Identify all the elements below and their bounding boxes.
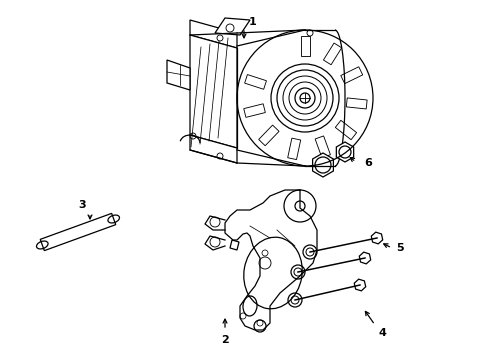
Text: 2: 2 (221, 335, 228, 345)
Text: 5: 5 (395, 243, 403, 253)
Polygon shape (190, 135, 237, 163)
Polygon shape (359, 252, 370, 264)
Polygon shape (312, 153, 333, 177)
Text: 6: 6 (364, 158, 371, 168)
Polygon shape (229, 240, 239, 250)
Polygon shape (215, 18, 249, 35)
Polygon shape (190, 35, 237, 148)
Polygon shape (370, 232, 382, 244)
Text: 3: 3 (78, 200, 85, 210)
Polygon shape (353, 279, 365, 291)
Text: 4: 4 (377, 328, 385, 338)
Polygon shape (40, 213, 116, 251)
Polygon shape (190, 20, 237, 48)
Text: 1: 1 (248, 17, 256, 27)
Polygon shape (336, 142, 353, 162)
Polygon shape (167, 60, 190, 90)
